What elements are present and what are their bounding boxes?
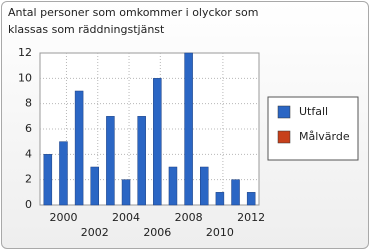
bar <box>106 116 115 206</box>
x-tick-label: 2010 <box>206 226 234 239</box>
bar <box>153 78 162 206</box>
x-tick-label: 2000 <box>49 211 77 224</box>
y-tick-label: 4 <box>25 147 32 160</box>
x-tick-label: 2004 <box>112 211 140 224</box>
chart-title: klassas som räddningstjänst <box>8 23 165 36</box>
legend-label: Utfall <box>299 105 328 118</box>
x-tick-label: 2008 <box>175 211 203 224</box>
y-tick-label: 6 <box>25 122 32 135</box>
legend-swatch <box>277 130 291 144</box>
chart-title: Antal personer som omkommer i olyckor so… <box>8 6 258 19</box>
bar <box>74 90 84 206</box>
y-tick-label: 10 <box>18 71 32 84</box>
x-tick-label: 2006 <box>143 226 171 239</box>
y-tick-label: 12 <box>18 46 32 59</box>
x-tick-label: 2012 <box>237 211 265 224</box>
bar <box>231 179 240 206</box>
x-tick-label: 2002 <box>81 226 109 239</box>
y-tick-label: 8 <box>25 97 32 110</box>
bar <box>121 179 131 206</box>
bar <box>137 116 146 206</box>
bar <box>43 154 53 206</box>
bar <box>90 166 99 206</box>
y-tick-label: 0 <box>25 198 32 211</box>
bar <box>200 166 209 206</box>
bar <box>215 192 225 206</box>
legend-label: Målvärde <box>299 130 350 143</box>
legend-swatch <box>277 105 291 119</box>
y-tick-label: 2 <box>25 173 32 186</box>
bar <box>184 52 193 206</box>
bar <box>59 141 68 206</box>
bar <box>168 166 178 206</box>
bar <box>246 192 256 206</box>
